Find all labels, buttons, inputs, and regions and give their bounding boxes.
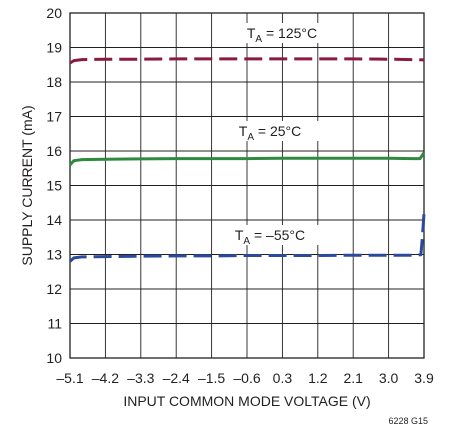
x-tick-label: –5.1 xyxy=(56,370,83,386)
figure-id: 6228 G15 xyxy=(388,416,428,426)
plot-frame xyxy=(69,12,425,359)
x-tick-label: 0.3 xyxy=(273,370,293,386)
series-line-2 xyxy=(68,213,426,263)
y-tick-label: 16 xyxy=(46,143,62,159)
series-label-1: TA = 25°C xyxy=(239,123,301,143)
y-tick-labels: 10 11 12 13 14 15 16 17 18 19 20 xyxy=(46,5,62,366)
series-label-2: TA = –55°C xyxy=(235,227,305,247)
annotation-background xyxy=(220,121,320,141)
x-tick-label: 3.9 xyxy=(414,370,434,386)
y-tick-label: 12 xyxy=(46,281,62,297)
y-tick-label: 15 xyxy=(46,178,62,194)
x-tick-label: 3.0 xyxy=(379,370,399,386)
y-tick-label: 18 xyxy=(46,74,62,90)
x-tick-label: 1.2 xyxy=(308,370,328,386)
x-axis-title: INPUT COMMON MODE VOLTAGE (V) xyxy=(123,393,370,409)
annotation-background xyxy=(232,23,332,43)
series-line-1 xyxy=(68,151,426,166)
x-tick-label: –4.2 xyxy=(92,370,119,386)
y-axis-title: SUPPLY CURRENT (mA) xyxy=(19,105,35,265)
x-tick-label: –2.4 xyxy=(163,370,190,386)
series-lines xyxy=(68,57,426,263)
x-tick-label: –0.6 xyxy=(233,370,260,386)
y-tick-label: 19 xyxy=(46,40,62,56)
x-tick-label: –3.3 xyxy=(127,370,154,386)
y-tick-label: 20 xyxy=(46,5,62,21)
y-tick-label: 14 xyxy=(46,212,62,228)
x-tick-label: –1.5 xyxy=(198,370,225,386)
y-tick-label: 10 xyxy=(46,350,62,366)
x-tick-labels: –5.1 –4.2 –3.3 –2.4 –1.5 –0.6 0.3 1.2 2.1 3.0 3.9 xyxy=(56,370,434,386)
grid xyxy=(70,13,424,358)
series-label-0: TA = 125°C xyxy=(247,25,317,45)
y-tick-label: 17 xyxy=(46,109,62,125)
y-tick-label: 13 xyxy=(46,247,62,263)
x-tick-label: 2.1 xyxy=(343,370,363,386)
series-line-0 xyxy=(69,57,425,65)
annotation-background xyxy=(220,225,320,245)
y-tick-label: 11 xyxy=(47,316,62,332)
series-annotations: TA = 125°C TA = 25°C TA = –55°C xyxy=(220,23,332,247)
